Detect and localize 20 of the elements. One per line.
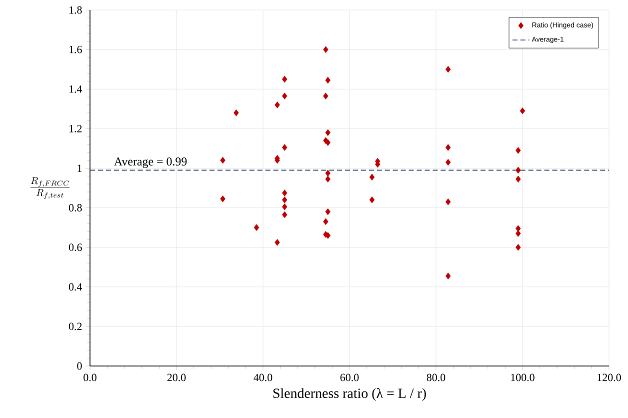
- annotation: Average = 0.99: [114, 157, 187, 168]
- y-tick-label: 0.4: [68, 283, 82, 291]
- x-tick-label: 0.0: [84, 374, 96, 382]
- x-axis-title: Slenderness ratio (λ = L / r): [273, 388, 426, 401]
- y-tick-label: 0.6: [68, 244, 82, 252]
- x-tick-label: 120.0: [598, 374, 621, 382]
- y-axis-title: $\frac{R_{f,FRCC}}{R_{f,test}}$: [30, 177, 70, 199]
- y-tick-label: 1.6: [70, 46, 82, 54]
- x-tick-label: 100.0: [511, 374, 534, 382]
- y-tick-label: 0.8: [68, 204, 82, 212]
- y-tick-label: 1.2: [70, 124, 82, 132]
- y-tick-label: 1: [78, 164, 82, 172]
- y-tick-label: 0: [77, 362, 82, 370]
- y-tick-label: 1.8: [70, 6, 82, 14]
- x-tick-label: 80.0: [426, 374, 446, 382]
- x-tick-label: 20.0: [167, 374, 186, 382]
- x-tick-label: 60.0: [340, 374, 359, 382]
- x-tick-label: 40.0: [254, 374, 272, 382]
- y-tick-label: 0.2: [68, 322, 82, 330]
- y-tick-label: 1.4: [70, 85, 82, 93]
